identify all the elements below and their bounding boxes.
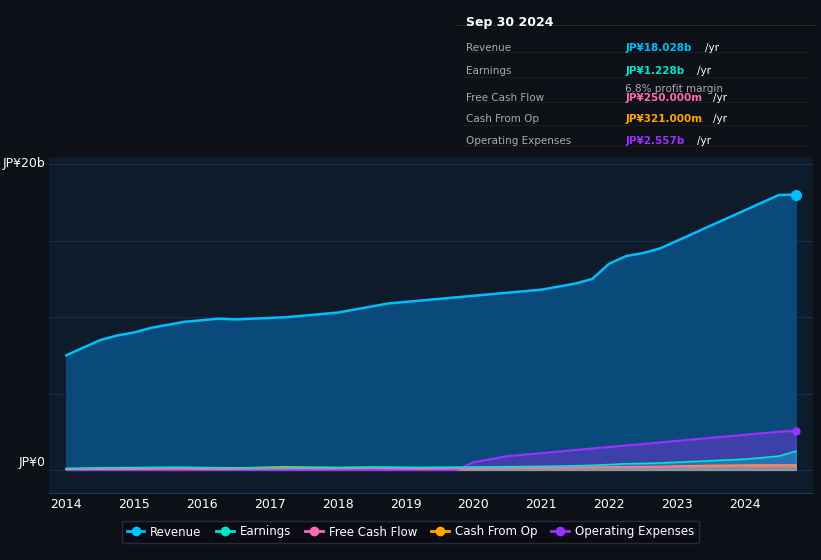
Text: JP¥20b: JP¥20b (2, 157, 45, 170)
Text: Earnings: Earnings (466, 66, 512, 76)
Text: /yr: /yr (697, 66, 711, 76)
Text: /yr: /yr (713, 94, 727, 103)
Text: JP¥250.000m: JP¥250.000m (626, 94, 703, 103)
Text: JP¥321.000m: JP¥321.000m (626, 114, 703, 124)
Text: 6.8% profit margin: 6.8% profit margin (626, 84, 723, 94)
Text: Operating Expenses: Operating Expenses (466, 136, 571, 146)
Text: /yr: /yr (713, 114, 727, 124)
Text: JP¥2.557b: JP¥2.557b (626, 136, 685, 146)
Text: Free Cash Flow: Free Cash Flow (466, 94, 544, 103)
Legend: Revenue, Earnings, Free Cash Flow, Cash From Op, Operating Expenses: Revenue, Earnings, Free Cash Flow, Cash … (122, 521, 699, 543)
Text: /yr: /yr (697, 136, 711, 146)
Text: Sep 30 2024: Sep 30 2024 (466, 16, 554, 29)
Text: /yr: /yr (705, 44, 719, 53)
Text: JP¥0: JP¥0 (18, 456, 45, 469)
Text: Revenue: Revenue (466, 44, 511, 53)
Text: JP¥18.028b: JP¥18.028b (626, 44, 692, 53)
Text: Cash From Op: Cash From Op (466, 114, 539, 124)
Text: JP¥1.228b: JP¥1.228b (626, 66, 685, 76)
